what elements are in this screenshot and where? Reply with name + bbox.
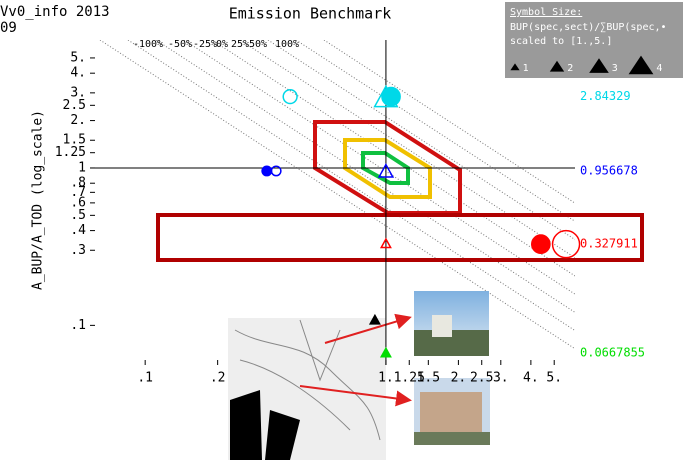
y-tick-label: 1.5 <box>63 133 86 148</box>
y-tick-label: 2.5 <box>63 98 86 113</box>
point <box>270 165 282 177</box>
legend-size: 3 <box>612 63 618 74</box>
photo <box>414 291 489 356</box>
point <box>377 163 395 178</box>
photo <box>414 378 490 445</box>
y-tick-label: 2. <box>70 113 86 128</box>
reference-label: 0.956678 <box>580 163 638 177</box>
legend-bg <box>505 2 683 78</box>
legend-symbol <box>549 60 565 72</box>
legend-symbol <box>510 63 520 71</box>
legend-text: scaled to [1.,5.] <box>510 36 612 47</box>
highlight-box <box>156 213 644 262</box>
y-axis-label: A_BUP/A_TOD (log_scale) <box>31 110 46 290</box>
diagonal-line <box>127 40 575 332</box>
x-tick-label: 1.25 <box>394 371 425 386</box>
x-tick-label: .1 <box>137 371 153 386</box>
legend-size: 2 <box>567 63 573 74</box>
y-tick-label: 5. <box>70 50 86 65</box>
point <box>282 88 298 105</box>
y-tick-label: 1.25 <box>55 145 86 160</box>
legend-symbol <box>589 58 609 73</box>
map-roads <box>234 319 381 441</box>
diagonal-label: -100% <box>133 39 163 50</box>
y-tick-label: 4. <box>70 66 86 81</box>
point <box>379 346 392 358</box>
photo-building <box>432 315 452 337</box>
y-tick-label: .3 <box>70 243 86 258</box>
reference-label: 2.84329 <box>580 89 631 103</box>
y-tick-label: .7 <box>70 185 86 200</box>
x-tick-label: 3. <box>493 371 509 386</box>
legend-size: 1 <box>523 63 529 74</box>
map-shape <box>230 390 300 460</box>
legend-symbol <box>628 55 654 75</box>
x-tick-label: 1. <box>378 371 394 386</box>
point <box>261 165 273 177</box>
corner-text: 09 <box>0 20 17 36</box>
point <box>368 313 381 325</box>
legend-text: BUP(spec,sect)/∑BUP(spec,• <box>510 22 667 33</box>
x-tick-label: 1.5 <box>417 371 440 386</box>
diagonal-label: -50% <box>168 39 192 50</box>
legend-size: 4 <box>656 63 662 74</box>
diagonal-label: 100% <box>275 39 299 50</box>
diagonal-line <box>99 40 575 350</box>
diagonal-label: 0% <box>216 39 228 50</box>
y-tick-label: .1 <box>70 318 86 333</box>
diagonal-label: 50% <box>249 39 267 50</box>
x-tick-label: 5. <box>546 371 562 386</box>
reference-label: 0.327911 <box>580 237 638 251</box>
y-tick-label: .8 <box>70 176 86 191</box>
y-tick-label: .5 <box>70 208 86 223</box>
chart-title: Emission Benchmark <box>229 5 392 23</box>
diagonal-lines <box>99 40 575 350</box>
corner-text: Vv0_info 2013 <box>0 4 110 20</box>
arrow <box>324 313 412 344</box>
arrow <box>299 385 412 407</box>
legend-box: Symbol Size: BUP(spec,sect)/∑BUP(spec,• sc… <box>505 2 683 78</box>
y-tick-label: .4 <box>70 223 86 238</box>
x-tick-label: 4. <box>523 371 539 386</box>
legend-title: Symbol Size: <box>510 7 582 18</box>
point <box>379 237 392 249</box>
map-image <box>228 318 386 460</box>
point <box>530 234 551 255</box>
diagonal-label: 25% <box>231 39 249 50</box>
y-tick-label: 3. <box>70 85 86 100</box>
point <box>373 84 399 108</box>
reference-label: 0.0667855 <box>580 345 645 359</box>
x-tick-label: 2. <box>451 371 467 386</box>
x-tick-label: .2 <box>210 371 226 386</box>
point <box>551 229 581 259</box>
diagonal-label: -25% <box>193 39 217 50</box>
y-tick-label: 1 <box>78 160 86 175</box>
x-tick-label: 2.5 <box>470 371 493 386</box>
y-tick-label: .6 <box>70 195 86 210</box>
photo-ground <box>414 432 490 445</box>
